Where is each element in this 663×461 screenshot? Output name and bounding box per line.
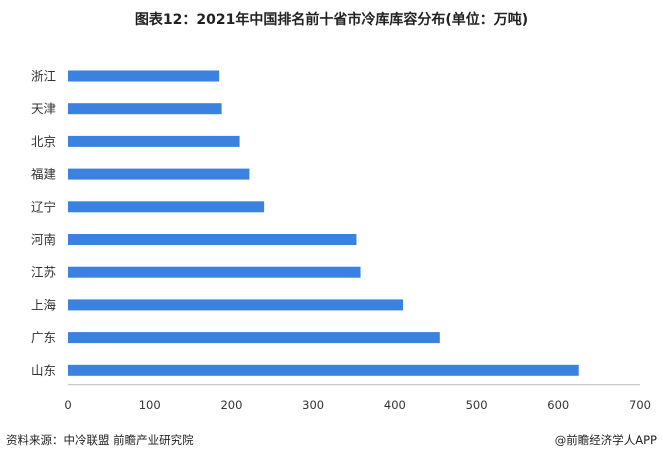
source-note: 资料来源：中冷联盟 前瞻产业研究院 — [6, 433, 194, 447]
x-tick-label: 300 — [302, 398, 324, 412]
bars-group — [68, 70, 579, 376]
y-tick-label: 广东 — [31, 330, 56, 345]
bar-3 — [68, 168, 250, 180]
y-tick-label: 福建 — [31, 167, 57, 182]
app-credit: @前瞻经济学人APP — [554, 433, 657, 447]
bar-7 — [68, 299, 404, 311]
y-tick-label: 河南 — [31, 232, 56, 247]
footer: 资料来源：中冷联盟 前瞻产业研究院 @前瞻经济学人APP — [6, 432, 657, 452]
y-tick-label: 辽宁 — [31, 199, 56, 214]
bar-0 — [68, 70, 220, 82]
y-tick-label: 北京 — [31, 134, 56, 149]
y-tick-label: 上海 — [31, 297, 57, 312]
x-tick-label: 600 — [547, 398, 569, 412]
bar-6 — [68, 266, 361, 278]
bar-5 — [68, 234, 357, 245]
x-tick-labels-group: 0 100 200 300 400 500 600 700 — [64, 398, 651, 412]
y-tick-label: 天津 — [31, 101, 56, 116]
y-tick-label: 江苏 — [31, 265, 56, 280]
bar-9 — [68, 364, 579, 376]
y-tick-label: 浙江 — [31, 69, 56, 84]
x-tick-label: 200 — [220, 398, 242, 412]
y-tick-label: 山东 — [31, 363, 56, 378]
x-tick-label: 100 — [139, 398, 161, 412]
bar-1 — [68, 103, 222, 115]
x-tick-label: 400 — [384, 398, 406, 412]
bar-4 — [68, 201, 265, 213]
bar-8 — [68, 332, 440, 344]
x-tick-label: 500 — [466, 398, 488, 412]
x-tick-label: 0 — [64, 398, 71, 412]
bar-2 — [68, 135, 240, 147]
chart-title: 图表12：2021年中国排名前十省市冷库库容分布(单位：万吨) — [134, 12, 529, 28]
x-tick-label: 700 — [629, 398, 651, 412]
